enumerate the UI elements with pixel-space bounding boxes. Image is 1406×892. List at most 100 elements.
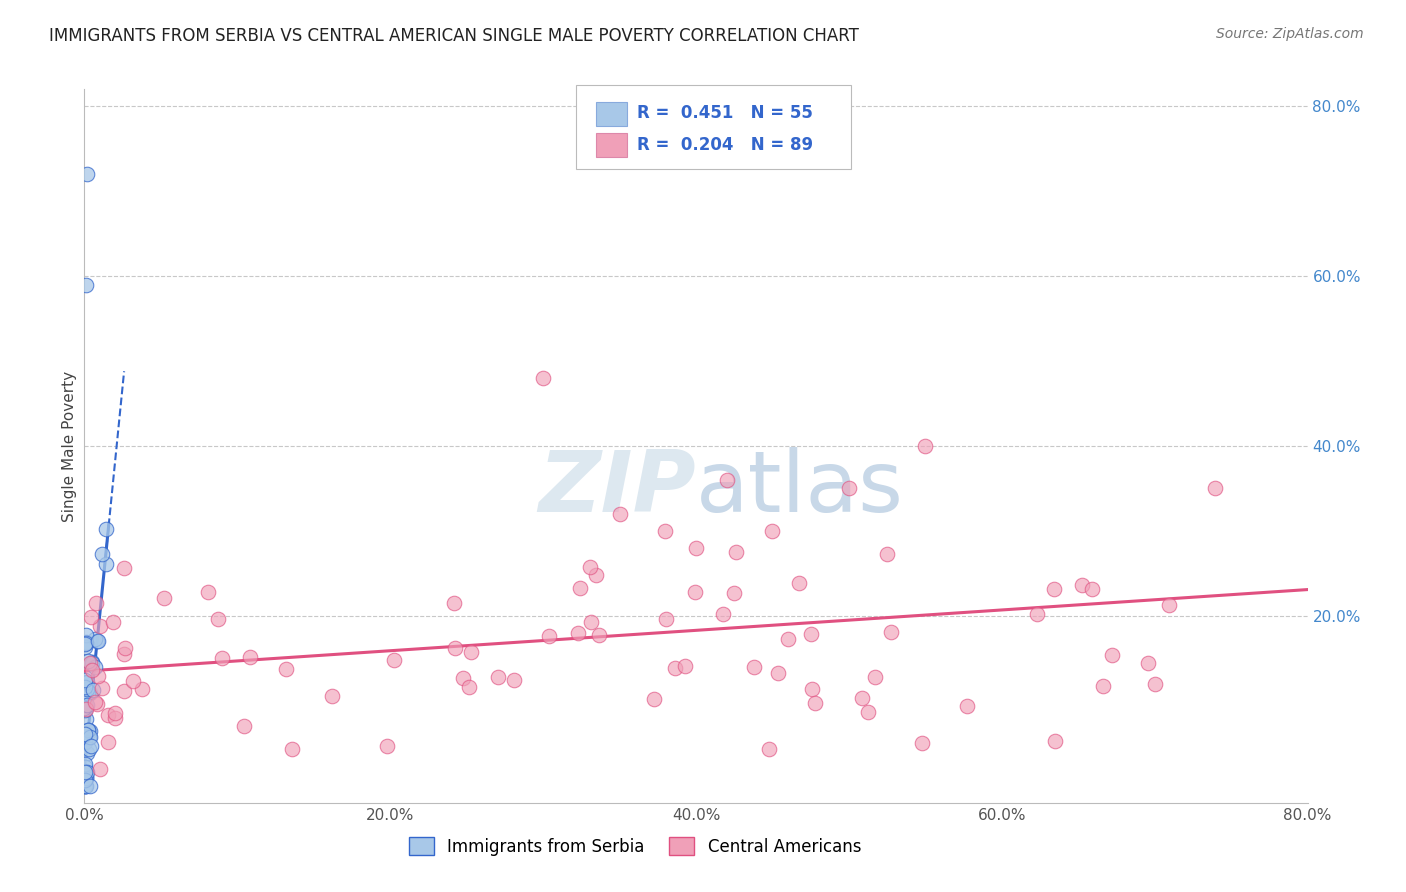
- Point: [76, 687, 98, 701]
- Point: [375, 739, 398, 753]
- Point: [87, 669, 110, 683]
- Point: [131, 681, 153, 696]
- Point: [787, 576, 810, 591]
- Point: [725, 545, 748, 559]
- Point: [75, 701, 97, 715]
- Point: [75, 680, 97, 694]
- Point: [856, 705, 879, 719]
- Point: [75, 699, 97, 714]
- Point: [768, 666, 790, 681]
- Point: [502, 673, 524, 688]
- Point: [112, 561, 135, 575]
- Point: [80, 657, 103, 671]
- Point: [1143, 677, 1166, 691]
- Point: [97, 708, 120, 723]
- Point: [1204, 482, 1226, 496]
- Point: [79, 730, 101, 744]
- Point: [75, 703, 97, 717]
- Point: [86, 634, 108, 648]
- Point: [761, 524, 783, 538]
- Legend: Immigrants from Serbia, Central Americans: Immigrants from Serbia, Central American…: [402, 830, 868, 863]
- Point: [76, 681, 98, 696]
- Text: ZIP: ZIP: [538, 447, 696, 531]
- Point: [75, 676, 97, 690]
- Point: [79, 610, 101, 624]
- Point: [1070, 578, 1092, 592]
- Point: [531, 371, 554, 385]
- Point: [87, 634, 110, 648]
- Point: [76, 698, 98, 712]
- Point: [90, 547, 112, 561]
- Point: [801, 681, 824, 696]
- Point: [1157, 598, 1180, 612]
- Point: [94, 557, 117, 571]
- Point: [114, 640, 136, 655]
- Point: [443, 595, 465, 609]
- Point: [655, 612, 678, 626]
- Point: [281, 742, 304, 756]
- Point: [84, 596, 107, 610]
- Point: [75, 760, 97, 774]
- Point: [122, 674, 145, 689]
- Text: R =  0.204   N = 89: R = 0.204 N = 89: [637, 136, 813, 153]
- Point: [453, 671, 475, 685]
- Point: [609, 507, 631, 521]
- Point: [486, 670, 509, 684]
- Point: [673, 659, 696, 673]
- Point: [579, 560, 602, 574]
- Point: [73, 730, 96, 744]
- Point: [1026, 607, 1049, 621]
- Point: [80, 739, 103, 754]
- Point: [876, 547, 898, 561]
- Point: [77, 723, 100, 738]
- Point: [538, 629, 561, 643]
- Point: [460, 645, 482, 659]
- Point: [800, 626, 823, 640]
- Point: [77, 742, 100, 756]
- Point: [84, 632, 107, 646]
- Point: [89, 619, 111, 633]
- Text: R =  0.451   N = 55: R = 0.451 N = 55: [637, 104, 813, 122]
- Point: [321, 690, 343, 704]
- Point: [103, 615, 125, 630]
- Point: [716, 473, 738, 487]
- Text: Source: ZipAtlas.com: Source: ZipAtlas.com: [1216, 27, 1364, 41]
- Point: [104, 711, 127, 725]
- Point: [96, 735, 118, 749]
- Point: [211, 650, 233, 665]
- Point: [1092, 680, 1115, 694]
- Text: atlas: atlas: [696, 447, 904, 531]
- Point: [567, 626, 589, 640]
- Point: [654, 524, 676, 538]
- Point: [1136, 657, 1159, 671]
- Point: [75, 634, 97, 648]
- Point: [444, 640, 467, 655]
- Point: [79, 656, 101, 670]
- Point: [956, 698, 979, 713]
- Point: [838, 482, 860, 496]
- Point: [914, 439, 936, 453]
- Point: [104, 706, 127, 720]
- Point: [804, 696, 827, 710]
- Point: [579, 615, 602, 629]
- Point: [75, 635, 97, 649]
- Point: [880, 624, 903, 639]
- Point: [82, 655, 104, 669]
- Point: [585, 567, 607, 582]
- Point: [79, 686, 101, 700]
- Point: [274, 662, 297, 676]
- Point: [73, 779, 96, 793]
- Point: [76, 771, 98, 785]
- Point: [75, 735, 97, 749]
- Point: [152, 591, 174, 605]
- Point: [75, 640, 97, 654]
- Point: [197, 585, 219, 599]
- Point: [75, 764, 97, 779]
- Point: [207, 612, 229, 626]
- Point: [75, 768, 97, 782]
- Point: [73, 772, 96, 787]
- Point: [569, 581, 592, 595]
- Point: [851, 690, 873, 705]
- Point: [84, 659, 107, 673]
- Point: [76, 675, 98, 690]
